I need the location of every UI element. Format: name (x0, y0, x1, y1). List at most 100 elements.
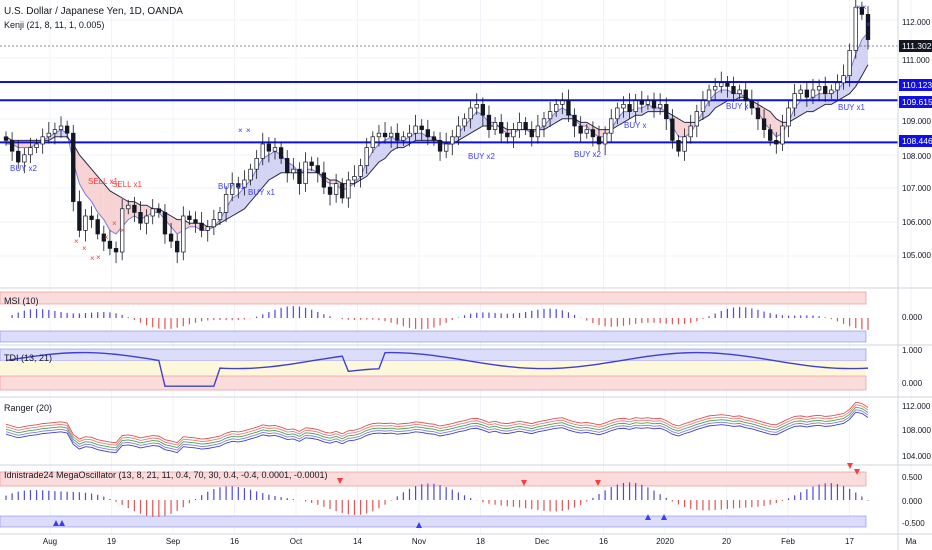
candle-body (798, 89, 803, 94)
candle-body (774, 140, 779, 145)
cloud-segment (54, 129, 62, 137)
candle-body (315, 165, 320, 174)
candle-body (602, 132, 608, 145)
ranger-tick: 112.000 (902, 402, 931, 411)
candle-body (694, 111, 699, 127)
candle-body (217, 212, 223, 220)
mega-upper-band (0, 471, 867, 487)
cloud-segment (861, 32, 868, 76)
candle-body (395, 132, 400, 141)
cloud-segment (378, 140, 386, 162)
mega-tick: -0.500 (902, 519, 925, 528)
cloud-segment (262, 154, 269, 188)
signal-cross: × (862, 3, 867, 12)
candle-body (425, 129, 431, 138)
time-tick: Dec (534, 537, 550, 546)
candle-body (639, 100, 644, 105)
candle-body (95, 219, 100, 235)
candle-body (223, 194, 229, 213)
candle-body (303, 161, 308, 184)
candle-body (755, 107, 761, 120)
signal-cross: × (238, 126, 243, 135)
ranger-title: Ranger (20) (4, 403, 53, 413)
signal-cross: × (90, 254, 95, 263)
candle-body (266, 143, 272, 152)
cloud-segment (415, 133, 422, 141)
candle-body (590, 129, 596, 138)
candle-body (584, 129, 589, 134)
candle-body (175, 240, 180, 253)
msi-title: MSI (10) (4, 296, 39, 306)
candle-body (547, 111, 553, 120)
cloud-segment (843, 72, 850, 98)
candle-body (230, 183, 235, 195)
cloud-segment (794, 100, 801, 119)
candle-body (168, 233, 174, 242)
candle-body (511, 129, 516, 138)
tdi-title: TDI (13, 21) (4, 353, 53, 363)
candle-body (187, 215, 192, 220)
cloud-segment (146, 205, 153, 216)
ranger-tick: 104.000 (902, 452, 931, 461)
candle-body (193, 219, 198, 224)
candle-body (468, 107, 473, 120)
candle-body (633, 100, 638, 112)
buy-signal-label: BUY x2 (468, 152, 496, 161)
candle-body (853, 6, 858, 51)
candle-body (615, 107, 620, 120)
time-tick: 14 (353, 537, 362, 546)
time-tick: 18 (476, 537, 485, 546)
cloud-segment (654, 108, 661, 112)
candle-body (89, 215, 94, 220)
candle-body (431, 136, 437, 141)
mega-buy-arrow (53, 520, 59, 526)
candle-body (101, 233, 106, 242)
candle-body (113, 248, 119, 253)
buy-signal-label: BUY x (624, 121, 647, 130)
candle-body (285, 158, 290, 174)
cloud-segment (85, 162, 92, 202)
candle-body (456, 125, 461, 138)
buy-signal-label: BUY x1 (248, 188, 276, 197)
candle-body (835, 82, 840, 91)
candle-body (737, 89, 742, 94)
price-tick: 111.000 (902, 56, 930, 65)
candle-body (40, 136, 45, 145)
candle-body (162, 212, 168, 235)
candle-body (700, 100, 706, 112)
candle-body (309, 161, 314, 166)
candle-body (340, 183, 345, 199)
mega-sell-arrow (847, 463, 853, 469)
candle-body (664, 104, 669, 120)
cloud-segment (647, 104, 655, 112)
cloud-segment (800, 100, 807, 116)
cloud-segment (617, 111, 624, 126)
candle-body (572, 114, 577, 127)
candle-body (321, 172, 327, 188)
time-tick: 16 (230, 537, 239, 546)
buy-signal-label: BUY x1 (838, 103, 866, 112)
candle-body (83, 215, 88, 231)
sell-signal-label: SELL x1 (88, 177, 118, 186)
msi-lower-band (0, 330, 867, 343)
candle-body (126, 204, 131, 210)
candle-body (749, 100, 755, 109)
cloud-segment (232, 194, 239, 216)
candle-body (823, 86, 828, 94)
candle-body (462, 118, 467, 127)
candle-body (413, 125, 418, 134)
ranger-tick: 108.000 (902, 426, 931, 435)
candle-body (364, 147, 369, 166)
cloud-segment (91, 169, 98, 213)
buy-signal-label: BUY x2 (574, 150, 602, 159)
candle-body (71, 132, 76, 202)
candle-body (150, 208, 155, 217)
ranger-band (5, 409, 869, 451)
candle-body (535, 125, 541, 138)
candle-body (621, 104, 626, 109)
candle-body (792, 93, 797, 109)
time-tick: Ma (905, 537, 917, 546)
ranger-band (5, 411, 869, 454)
candle-body (388, 132, 394, 138)
candle-body (499, 122, 504, 134)
